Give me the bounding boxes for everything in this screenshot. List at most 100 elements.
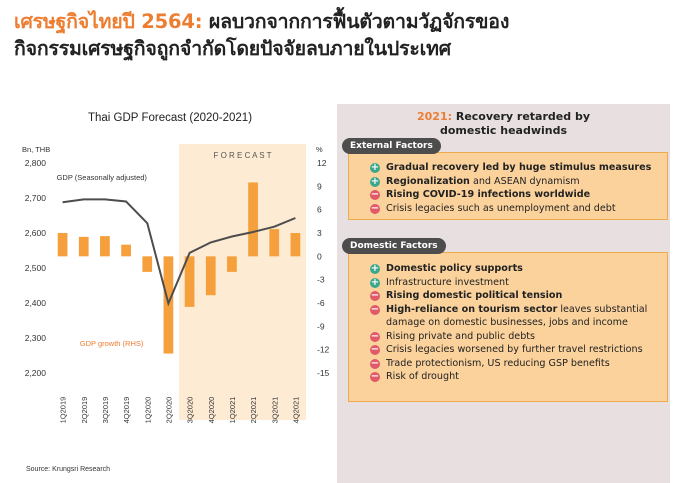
line-series-label: GDP (Seasonally adjusted) xyxy=(57,173,148,182)
right-tick-label: 3 xyxy=(317,228,322,238)
minus-icon: − xyxy=(370,344,380,355)
bar xyxy=(227,256,237,272)
gdp-chart: F O R E C A S T Bn, THB % 2,800 2,700 2,600 2,… xyxy=(22,144,330,424)
factor-item: + Infrastructure investment xyxy=(368,276,664,290)
external-factors-box xyxy=(348,152,668,220)
domestic-factors-label: Domestic Factors xyxy=(342,238,446,254)
title-rest: ผลบวกจากการฟื้นตัวตามวัฏจักรของ xyxy=(202,10,510,33)
bar xyxy=(57,233,68,257)
x-tick-label: 1Q2021 xyxy=(228,397,237,424)
gdp-line xyxy=(62,198,296,307)
panel-title-line-2: domestic headwinds xyxy=(439,124,568,137)
left-tick-label: 2,300 xyxy=(25,333,47,343)
factor-bold-text: Rising domestic political tension xyxy=(386,290,563,301)
right-tick-label: -9 xyxy=(317,321,325,331)
bar xyxy=(78,236,89,257)
x-tick-label: 2Q2021 xyxy=(249,397,258,424)
minus-icon: − xyxy=(370,202,380,214)
factor-item: + Regionalization and ASEAN dynamism xyxy=(368,175,664,189)
x-tick-label: 4Q2020 xyxy=(207,397,216,424)
left-tick-label: 2,200 xyxy=(25,368,47,378)
bar xyxy=(290,233,301,257)
factor-item: − Risk of drought xyxy=(368,370,664,384)
factor-text: Infrastructure investment xyxy=(386,276,509,288)
factor-text: and ASEAN dynamism xyxy=(469,175,580,187)
x-tick-label: 4Q2019 xyxy=(122,397,131,424)
page-title: เศรษฐกิจไทยปี 2564: ผลบวกจากการฟื้นตัวตา… xyxy=(14,8,674,62)
bar xyxy=(142,256,153,272)
left-tick-label: 2,800 xyxy=(25,158,47,168)
minus-icon: − xyxy=(370,330,380,342)
factor-text: Trade protectionism, US reducing GSP ben… xyxy=(386,357,610,369)
domestic-factors-list: + Domestic policy supports + Infrastructure… xyxy=(368,262,664,384)
x-tick-label: 3Q2021 xyxy=(270,397,279,424)
factor-bold-text: Regionalization xyxy=(386,175,470,187)
title-line-2: กิจกรรมเศรษฐกิจถูกจำกัดโดยปัจจัยลบภายในป… xyxy=(14,37,451,60)
external-factors-list: + Gradual recovery led by huge stimulus m… xyxy=(368,161,664,215)
factor-item: − Crisis legacies such as unemployment an… xyxy=(368,202,664,216)
left-tick-label: 2,400 xyxy=(25,298,47,308)
left-tick-label: 2,600 xyxy=(25,228,47,238)
factor-item: − Rising domestic political tension xyxy=(368,289,664,303)
panel-title-year: 2021: xyxy=(417,110,453,123)
bar-series-label: GDP growth (RHS) xyxy=(80,339,144,348)
plus-icon: + xyxy=(370,276,380,288)
factor-item: + Gradual recovery led by huge stimulus m… xyxy=(368,161,664,175)
source-note: Source: Krungsri Research xyxy=(26,466,111,473)
minus-icon: − xyxy=(370,290,380,301)
left-tick-label: 2,500 xyxy=(25,263,47,273)
factor-bold-text: Gradual recovery led by huge stimulus me… xyxy=(386,162,652,173)
factor-text: leaves substantial damage on domestic bu… xyxy=(386,303,648,329)
external-factors-label: External Factors xyxy=(342,138,441,154)
domestic-factors-box xyxy=(348,252,668,402)
factor-item: − Crisis legacies worsened by further tra… xyxy=(368,343,664,357)
right-axis-unit: % xyxy=(316,145,323,154)
right-tick-label: -12 xyxy=(317,345,330,355)
bar xyxy=(184,256,195,307)
right-tick-label: 0 xyxy=(317,251,322,261)
factor-text: Crisis legacies such as unemployment and… xyxy=(386,202,616,214)
right-tick-label: 12 xyxy=(317,158,327,168)
factor-text: Risk of drought xyxy=(386,371,459,382)
right-tick-label: 6 xyxy=(317,205,322,215)
factor-item: − Rising private and public debts xyxy=(368,330,664,344)
factor-item: − High-reliance on tourism sector leaves … xyxy=(368,303,664,330)
right-tick-label: -15 xyxy=(317,368,330,378)
right-tick-label: -3 xyxy=(317,275,325,285)
right-tick-label: 9 xyxy=(317,181,322,191)
chart-title: Thai GDP Forecast (2020-2021) xyxy=(87,112,253,124)
x-tick-label: 1Q2019 xyxy=(59,397,68,424)
x-tick-label: 1Q2020 xyxy=(143,397,152,424)
factor-item: − Rising COVID-19 infections worldwide xyxy=(368,188,664,202)
bar xyxy=(121,244,131,257)
left-tick-label: 2,700 xyxy=(25,193,47,203)
plus-icon: + xyxy=(370,175,380,187)
minus-icon: − xyxy=(370,371,380,382)
panel-title: 2021: Recovery retarded by domestic head… xyxy=(337,110,670,138)
bar xyxy=(205,256,216,296)
minus-icon: − xyxy=(370,357,380,369)
factor-bold-text: Rising COVID-19 infections worldwide xyxy=(386,189,591,200)
x-tick-label: 3Q2019 xyxy=(101,397,110,424)
bar xyxy=(100,236,110,257)
bar xyxy=(248,182,258,257)
title-accent: เศรษฐกิจไทยปี 2564: xyxy=(14,10,203,33)
plus-icon: + xyxy=(370,263,380,274)
x-tick-label: 3Q2020 xyxy=(186,397,195,424)
factor-item: + Domestic policy supports xyxy=(368,262,664,276)
minus-icon: − xyxy=(370,189,380,200)
minus-icon: − xyxy=(370,303,380,315)
bar xyxy=(269,229,280,257)
factor-text: Rising private and public debts xyxy=(386,330,536,342)
x-tick-label: 4Q2021 xyxy=(291,397,300,424)
factor-bold-text: Domestic policy supports xyxy=(386,263,523,274)
factor-item: − Trade protectionism, US reducing GSP be… xyxy=(368,357,664,371)
left-axis-unit: Bn, THB xyxy=(22,145,50,154)
factor-text: Crisis legacies worsened by further trav… xyxy=(386,344,643,355)
x-tick-label: 2Q2019 xyxy=(80,397,89,424)
panel-title-rest: Recovery retarded by xyxy=(452,110,590,123)
right-tick-label: -6 xyxy=(317,298,325,308)
factor-bold-text: High-reliance on tourism sector xyxy=(386,303,558,315)
x-tick-label: 2Q2020 xyxy=(164,397,173,424)
forecast-region xyxy=(179,144,306,420)
